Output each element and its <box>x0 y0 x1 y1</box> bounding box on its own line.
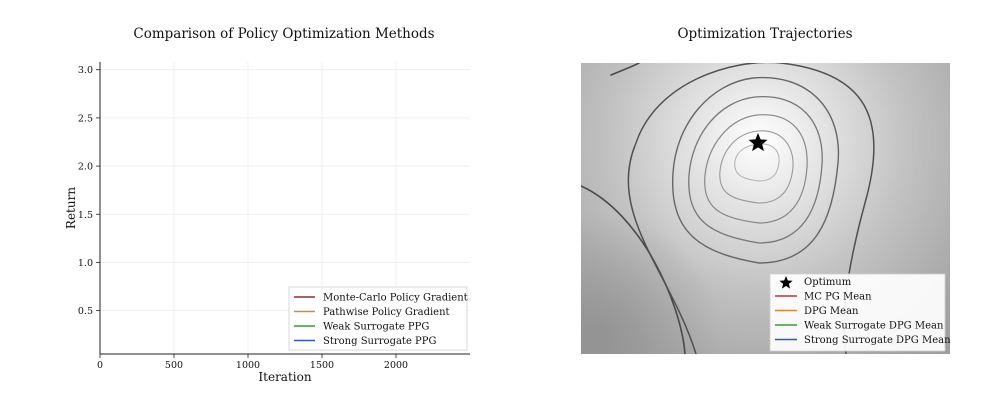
contour-line <box>719 130 794 204</box>
legend-entry: MC PG Mean <box>804 292 872 303</box>
contour-line <box>610 63 640 76</box>
y-tick-label: 2.5 <box>78 113 93 124</box>
y-tick-label: 1.0 <box>78 258 93 269</box>
legend-optimum-star-icon <box>779 276 793 289</box>
x-tick-label: 0 <box>97 360 103 371</box>
legend: Monte-Carlo Policy Gradient Pathwise Poli… <box>288 286 468 351</box>
chart-title: Optimization Trajectories <box>677 26 852 42</box>
line-chart: Comparison of Policy Optimization Method… <box>64 26 470 384</box>
legend-entry: Weak Surrogate PPG <box>323 322 429 333</box>
optimum-star-marker <box>748 133 768 152</box>
x-axis-label: Iteration <box>258 370 311 384</box>
contour-line <box>688 96 823 244</box>
y-tick-label: 0.5 <box>78 306 93 317</box>
legend-entry: Weak Surrogate DPG Mean <box>804 321 944 332</box>
contour-line <box>704 114 808 224</box>
legend-entry: DPG Mean <box>804 306 859 317</box>
legend: Optimum MC PG Mean DPG Mean Weak Surrogate… <box>769 273 951 352</box>
y-ticks: 0.5 1.0 1.5 2.0 2.5 3.0 <box>78 65 100 317</box>
x-tick-label: 2000 <box>384 360 408 371</box>
legend-entry: Strong Surrogate DPG Mean <box>804 335 951 346</box>
legend-entry: Monte-Carlo Policy Gradient <box>323 293 468 304</box>
contour-line <box>627 63 875 354</box>
legend-box <box>769 273 946 352</box>
x-tick-label: 500 <box>165 360 183 371</box>
y-tick-label: 2.0 <box>78 162 93 173</box>
y-tick-label: 1.5 <box>78 210 93 221</box>
contour-lines <box>581 63 875 354</box>
contour-line <box>672 76 840 264</box>
x-ticks: 0 500 1000 1500 2000 <box>97 354 408 371</box>
y-tick-label: 3.0 <box>78 65 93 76</box>
chart-title: Comparison of Policy Optimization Method… <box>133 26 434 42</box>
grid <box>100 62 470 354</box>
heatmap-chart: Optimization Trajectories Optimum MC PG … <box>581 26 951 354</box>
y-axis-label: Return <box>64 187 78 229</box>
legend-entry-optimum: Optimum <box>804 277 852 288</box>
x-tick-label: 1500 <box>310 360 334 371</box>
x-tick-label: 1000 <box>236 360 260 371</box>
legend-box <box>288 286 468 351</box>
legend-entry: Pathwise Policy Gradient <box>323 307 450 318</box>
legend-entry: Strong Surrogate PPG <box>323 336 437 347</box>
